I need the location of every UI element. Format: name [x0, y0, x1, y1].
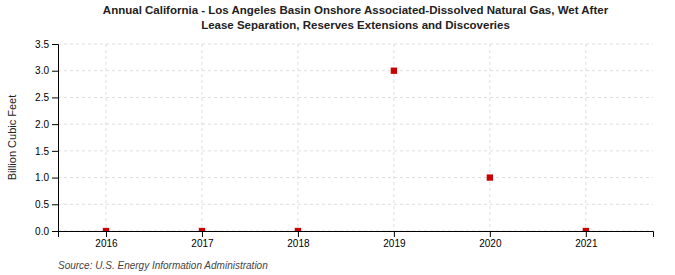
point [295, 228, 301, 231]
x-tick: 2019 [383, 231, 406, 249]
grid-line-x [297, 44, 298, 231]
x-tick-label: 2019 [383, 238, 406, 249]
x-tick-mark [298, 231, 299, 237]
point [199, 228, 205, 231]
grid-line-y [58, 177, 653, 178]
grid [58, 44, 653, 231]
title: Annual California - Los Angeles Basin On… [103, 4, 609, 31]
y-tick-mark [52, 71, 58, 72]
y-tick-mark [52, 178, 58, 179]
point [583, 228, 589, 231]
y-tick: 2.0 [35, 119, 58, 130]
marks [103, 68, 589, 231]
grid-line-x [201, 44, 202, 231]
x-tick: 2021 [575, 231, 598, 249]
y-tick: 2.5 [35, 92, 58, 103]
x-tick-label: 2020 [479, 238, 502, 249]
x-tick-mark [586, 231, 587, 237]
point [391, 68, 397, 74]
y-tick-mark [52, 151, 58, 152]
y-tick: 1.5 [35, 146, 58, 157]
x-tick-label: 2018 [287, 238, 310, 249]
grid-line-y [58, 204, 653, 205]
source: Source: U.S. Energy Information Administ… [58, 260, 268, 271]
x-tick-label: 2016 [95, 238, 118, 249]
grid-line-y [58, 150, 653, 151]
y-tick: 1.0 [35, 172, 58, 183]
y-tick-mark [52, 231, 58, 232]
y-tick-label: 2.5 [35, 92, 49, 103]
chart: 2016 2017 2018 2019 2020 2021 0.0 0.5 1.0 1.5 2.0 2… [0, 0, 675, 275]
x-tick-mark [394, 231, 395, 237]
y-tick-label: 1.5 [35, 146, 49, 157]
y-tick-mark [52, 204, 58, 205]
x-tick-label: 2017 [191, 238, 214, 249]
y-tick-mark [52, 124, 58, 125]
x-tick: 2020 [479, 231, 502, 249]
y-tick: 3.0 [35, 65, 58, 76]
point [487, 174, 493, 180]
y-tick: 3.5 [35, 39, 58, 50]
y-tick-mark [52, 97, 58, 98]
y-tick: 0.5 [35, 199, 58, 210]
y-axis-line [52, 45, 59, 232]
y-tick-label: 0.5 [35, 199, 49, 210]
x-tick-mark [202, 231, 203, 237]
point [103, 228, 109, 231]
y-tick-label: 0.0 [35, 226, 49, 237]
y-tick-mark [52, 44, 58, 45]
y-tick-label: 2.0 [35, 119, 49, 130]
y-axis: 0.0 0.5 1.0 1.5 2.0 2.5 3.0 3.5 [35, 39, 58, 237]
x-tick: 2018 [287, 231, 310, 249]
x-axis-line [59, 232, 654, 238]
x-axis: 2016 2017 2018 2019 2020 2021 [59, 231, 654, 249]
x-tick-mark [490, 231, 491, 237]
y-tick-label: 3.5 [35, 39, 49, 50]
grid-line-x [105, 44, 106, 231]
grid-line-x [585, 44, 586, 231]
grid-line-y [58, 124, 653, 125]
grid-line-y [58, 44, 653, 45]
grid-line-x [489, 44, 490, 231]
x-tick: 2017 [191, 231, 214, 249]
plot: 2016 2017 2018 2019 2020 2021 0.0 0.5 1.0 1.5 2.0 2… [35, 39, 653, 249]
y-tick-label: 3.0 [35, 65, 49, 76]
grid-line-y [58, 70, 653, 71]
grid-line-y [58, 97, 653, 98]
x-tick-mark [106, 231, 107, 237]
x-tick: 2016 [95, 231, 118, 249]
y-axis-title: Billion Cubic Feet [6, 95, 18, 181]
y-tick-label: 1.0 [35, 172, 49, 183]
y-tick: 0.0 [35, 226, 58, 237]
x-tick-label: 2021 [575, 238, 598, 249]
